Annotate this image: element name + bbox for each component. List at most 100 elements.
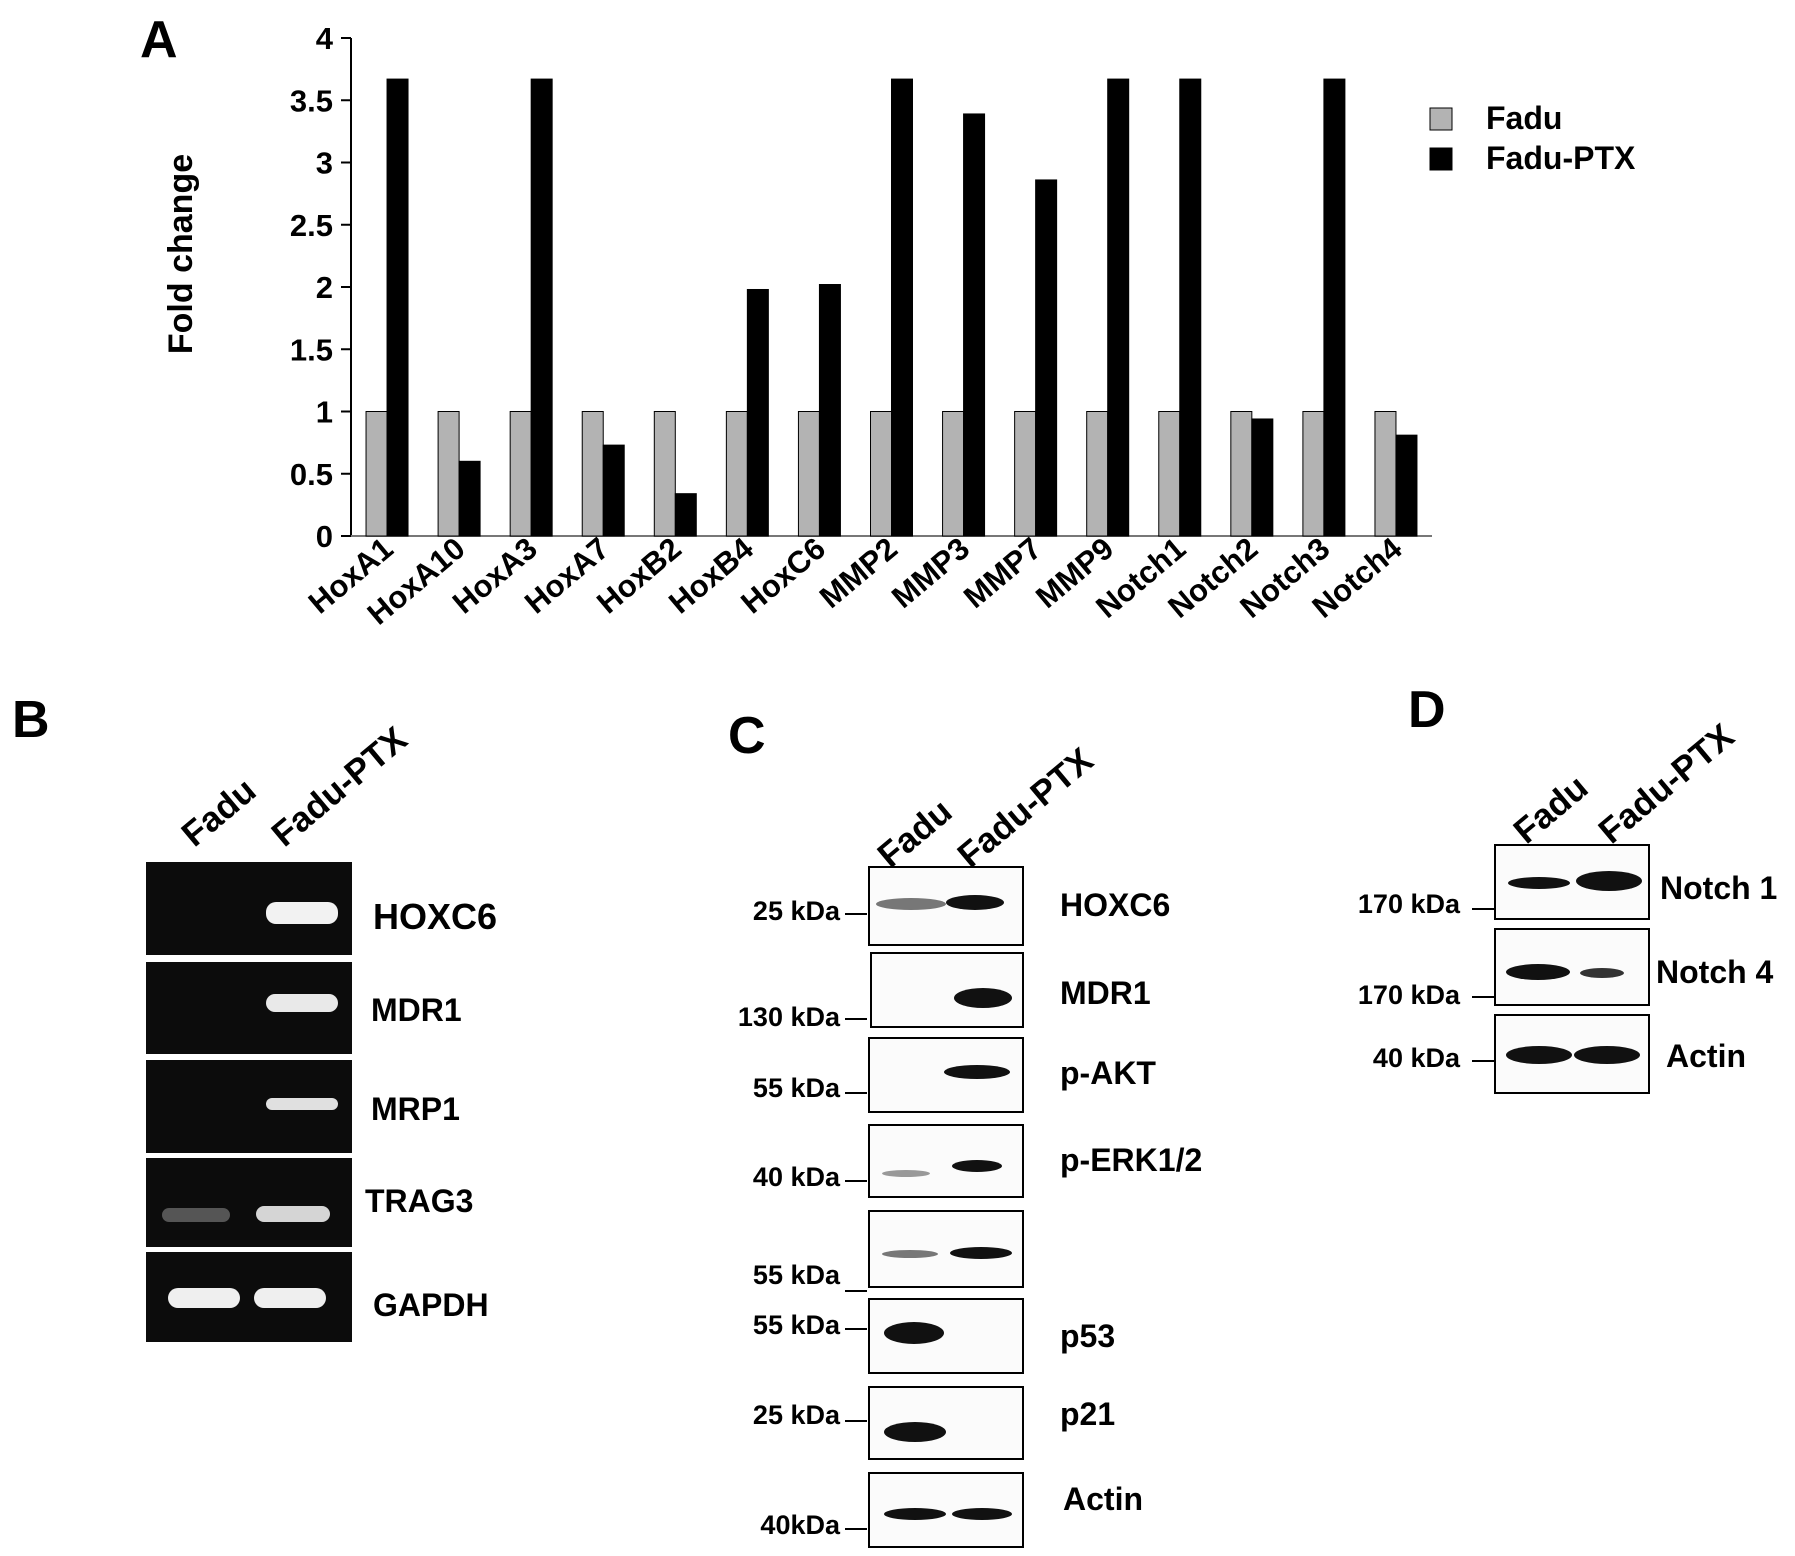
gel-band bbox=[256, 1206, 330, 1222]
mw-tick bbox=[845, 1528, 867, 1530]
legend-swatch bbox=[1429, 147, 1453, 171]
bar-hoxa1-fadu-ptx bbox=[386, 78, 409, 537]
bar-notch2-fadu bbox=[1230, 411, 1253, 537]
blot-band bbox=[1506, 1046, 1572, 1064]
blot-row-label-actin: Actin bbox=[1063, 1481, 1143, 1517]
blot-d-row-label-actin: Actin bbox=[1666, 1038, 1746, 1074]
y-axis-label: Fold change bbox=[162, 154, 200, 354]
mw-marker: 130 kDa bbox=[737, 1002, 840, 1032]
gel-band bbox=[266, 994, 338, 1012]
panel-label-b: B bbox=[12, 691, 50, 749]
bar-notch2-fadu-ptx bbox=[1251, 418, 1274, 537]
mw-tick bbox=[845, 1180, 867, 1182]
mw-tick bbox=[1472, 1060, 1494, 1062]
x-tick-label: MMP3 bbox=[885, 531, 976, 615]
blot-d-lane-label-fadu-ptx: Fadu-PTX bbox=[1591, 716, 1742, 852]
blot-row-hoxc6 bbox=[868, 866, 1024, 946]
blot-band bbox=[876, 898, 946, 910]
blot-lane-label-fadu: Fadu bbox=[870, 791, 960, 876]
gel-row-label-mrp1: MRP1 bbox=[371, 1091, 460, 1127]
mw-marker: 25 kDa bbox=[752, 1400, 840, 1430]
blot-row-actin bbox=[868, 1472, 1024, 1548]
mw-marker: 40kDa bbox=[760, 1510, 840, 1540]
blot-band bbox=[1506, 964, 1570, 980]
blot-row-label-hoxc6: HOXC6 bbox=[1060, 887, 1171, 923]
blot-row-p21 bbox=[868, 1386, 1024, 1460]
fold-change-bar-chart: 00.511.522.533.54HoxA1HoxA10HoxA3HoxA7Ho… bbox=[162, 21, 1636, 632]
blot-band bbox=[1508, 877, 1570, 889]
blot-band bbox=[954, 988, 1012, 1008]
gel-row-mdr1 bbox=[146, 962, 352, 1054]
gel-row-label-mdr1: MDR1 bbox=[371, 992, 462, 1028]
gel-band bbox=[254, 1288, 326, 1308]
bar-notch3-fadu-ptx bbox=[1323, 78, 1346, 537]
blot-row-mdr1 bbox=[870, 952, 1024, 1028]
blot-band bbox=[882, 1250, 938, 1258]
blot-row-label-p21: p21 bbox=[1060, 1396, 1116, 1432]
blot-row-p-akt bbox=[868, 1037, 1024, 1113]
bar-hoxb2-fadu-ptx bbox=[674, 493, 697, 537]
gel-band bbox=[266, 1098, 338, 1110]
bar-hoxb4-fadu bbox=[725, 411, 748, 537]
bar-hoxa10-fadu bbox=[437, 411, 460, 537]
gel-lane-label-fadu-ptx: Fadu-PTX bbox=[264, 719, 415, 855]
mw-marker: 55 kDa bbox=[752, 1073, 840, 1103]
bar-notch3-fadu bbox=[1302, 411, 1325, 537]
y-tick-label: 2.5 bbox=[290, 208, 333, 243]
y-tick-label: 4 bbox=[316, 21, 334, 56]
blot-d-row-notch4 bbox=[1494, 928, 1650, 1006]
mw-marker: 55 kDa bbox=[752, 1260, 840, 1290]
mw-tick bbox=[1472, 996, 1494, 998]
mw-marker: 40 kDa bbox=[752, 1162, 840, 1192]
mw-tick bbox=[845, 1420, 867, 1422]
legend-swatch bbox=[1429, 107, 1453, 131]
mw-marker: 170 kDa bbox=[1357, 980, 1460, 1010]
bar-mmp3-fadu-ptx bbox=[963, 113, 986, 537]
blot-band bbox=[882, 1170, 930, 1177]
blot-lane-label-fadu-ptx: Fadu-PTX bbox=[950, 740, 1101, 876]
legend-label: Fadu bbox=[1486, 100, 1562, 136]
blot-row-label-mdr1: MDR1 bbox=[1060, 975, 1151, 1011]
bar-hoxa7-fadu bbox=[581, 411, 604, 537]
blot-d-row-label-notch4: Notch 4 bbox=[1656, 954, 1774, 990]
bar-mmp2-fadu-ptx bbox=[891, 78, 913, 537]
mw-tick bbox=[1472, 908, 1494, 910]
bar-notch1-fadu bbox=[1158, 411, 1181, 537]
blot-band bbox=[1580, 968, 1624, 978]
blot-band bbox=[1574, 1046, 1640, 1064]
bar-mmp7-fadu-ptx bbox=[1035, 179, 1058, 537]
bar-notch1-fadu-ptx bbox=[1179, 78, 1202, 537]
gel-row-mrp1 bbox=[146, 1060, 352, 1153]
x-tick-label: MMP7 bbox=[957, 531, 1048, 615]
gel-row-hoxc6 bbox=[146, 862, 352, 955]
bar-hoxa7-fadu-ptx bbox=[602, 444, 625, 537]
legend-label: Fadu-PTX bbox=[1486, 140, 1636, 176]
blot-d-row-actin bbox=[1494, 1014, 1650, 1094]
bar-notch4-fadu bbox=[1374, 411, 1397, 537]
mw-marker: 170 kDa bbox=[1357, 889, 1460, 919]
gel-band bbox=[162, 1208, 230, 1222]
blot-band bbox=[884, 1508, 946, 1520]
gel-row-label-trag3: TRAG3 bbox=[365, 1183, 474, 1219]
blot-d-row-notch1 bbox=[1494, 844, 1650, 920]
y-tick-label: 3.5 bbox=[290, 83, 333, 118]
bar-hoxa10-fadu-ptx bbox=[458, 460, 481, 537]
bar-hoxa1-fadu bbox=[365, 411, 388, 537]
bar-hoxc6-fadu bbox=[797, 411, 820, 537]
y-tick-label: 0.5 bbox=[290, 457, 333, 492]
mw-marker: 25 kDa bbox=[752, 896, 840, 926]
mw-tick bbox=[845, 1328, 867, 1330]
bar-hoxa3-fadu bbox=[509, 411, 532, 537]
blot-band bbox=[950, 1247, 1012, 1259]
gel-lane-label-fadu: Fadu bbox=[174, 770, 264, 855]
bar-hoxb2-fadu bbox=[653, 411, 676, 537]
bar-hoxb4-fadu-ptx bbox=[746, 288, 769, 537]
blot-band bbox=[952, 1160, 1002, 1172]
gel-row-gapdh bbox=[146, 1252, 352, 1342]
blot-band bbox=[1576, 871, 1642, 891]
bar-mmp2-fadu bbox=[870, 411, 892, 537]
blot-d-lane-label-fadu: Fadu bbox=[1506, 767, 1596, 852]
blot-band bbox=[884, 1422, 946, 1442]
blot-row-unlabeled bbox=[868, 1210, 1024, 1288]
y-tick-label: 3 bbox=[316, 146, 333, 181]
